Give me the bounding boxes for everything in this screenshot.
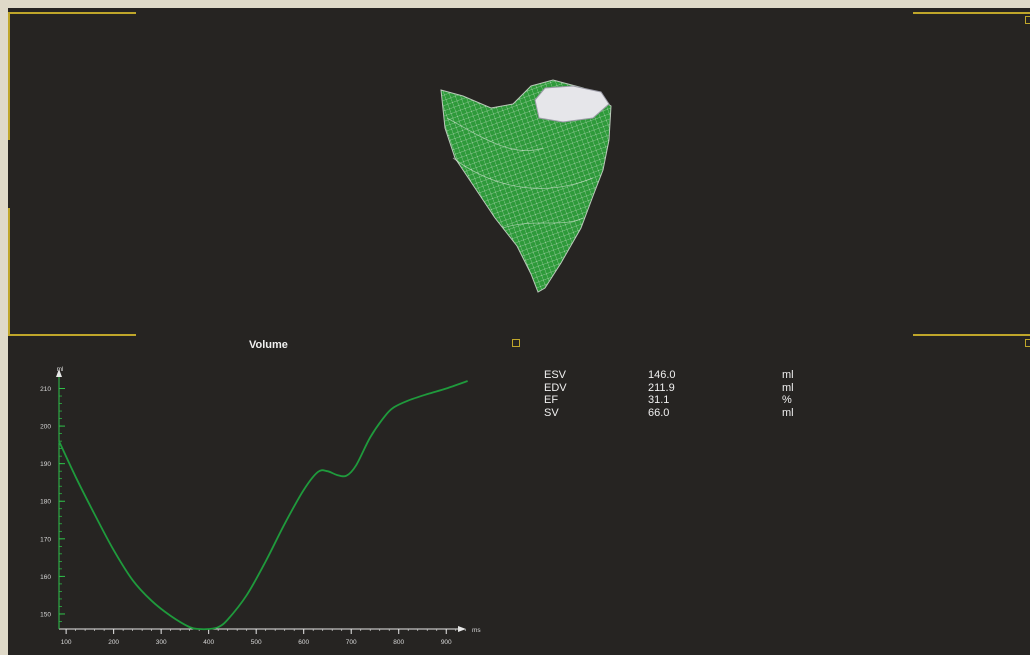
stat-value: 211.9 — [648, 381, 675, 394]
stat-label: SV — [544, 406, 559, 419]
x-tick-label: 900 — [441, 639, 452, 646]
x-tick-label: 700 — [346, 639, 357, 646]
volume-stats-table: ESV 146.0 ml EDV 211.9 ml EF 31.1% SV 66.0 ml — [544, 369, 822, 419]
stat-value: 66.0 — [648, 406, 670, 419]
stat-row-esv: ESV 146.0 ml — [544, 369, 822, 382]
stat-value: 146.0 — [648, 369, 676, 381]
corner-bracket-top-left-v — [8, 12, 10, 140]
viewer-frame: Volume 100 200 300 400 500 600 700 800 900 150 160… — [8, 8, 1030, 655]
x-tick-label: 600 — [298, 639, 309, 646]
stat-unit: % — [782, 394, 792, 406]
corner-bracket-mid-right-h — [913, 334, 1030, 336]
viewport-handle-center[interactable] — [512, 339, 520, 347]
corner-bracket-top-left-h — [8, 12, 136, 14]
x-axis-arrow — [458, 626, 466, 632]
stat-row-sv: SV 66.0 ml — [544, 407, 822, 420]
y-axis-label: ml — [57, 366, 64, 373]
stat-label: EF — [544, 394, 559, 406]
x-axis-label: ms — [472, 627, 481, 634]
y-tick-label: 210 — [40, 386, 51, 393]
y-tick-label: 160 — [40, 574, 51, 581]
stat-row-ef: EF 31.1% — [544, 394, 822, 407]
y-axis-arrow — [56, 369, 62, 377]
viewport-handle-top-right[interactable] — [1025, 16, 1030, 24]
corner-bracket-mid-left-h — [8, 334, 136, 336]
stat-unit: ml — [782, 369, 794, 381]
heart-model-3d[interactable] — [433, 78, 623, 298]
volume-curve — [58, 380, 468, 631]
x-tick-label: 500 — [251, 639, 262, 646]
stat-label: EDV — [544, 381, 567, 394]
corner-bracket-top-right-h — [913, 12, 1030, 14]
y-tick-label: 200 — [40, 424, 51, 431]
x-tick-label: 400 — [203, 639, 214, 646]
stat-unit: ml — [782, 381, 794, 394]
y-tick-label: 180 — [40, 499, 51, 506]
stat-unit: ml — [782, 406, 794, 419]
stat-row-edv: EDV 211.9 ml — [544, 382, 822, 395]
stat-label: ESV — [544, 369, 567, 381]
x-tick-label: 800 — [393, 639, 404, 646]
x-tick-label: 300 — [156, 639, 167, 646]
x-tick-label: 100 — [61, 639, 72, 646]
x-tick-label: 200 — [108, 639, 119, 646]
valve-plane — [534, 85, 610, 123]
volume-chart[interactable]: 100 200 300 400 500 600 700 800 900 150 160 170 180 1… — [8, 363, 498, 655]
chart-title: Volume — [249, 339, 288, 351]
y-tick-label: 150 — [40, 611, 51, 618]
y-tick-label: 190 — [40, 461, 51, 468]
viewport-handle-mid-right[interactable] — [1025, 339, 1030, 347]
stat-value: 31.1 — [648, 394, 670, 406]
corner-bracket-mid-left-v — [8, 208, 10, 334]
y-tick-label: 170 — [40, 536, 51, 543]
